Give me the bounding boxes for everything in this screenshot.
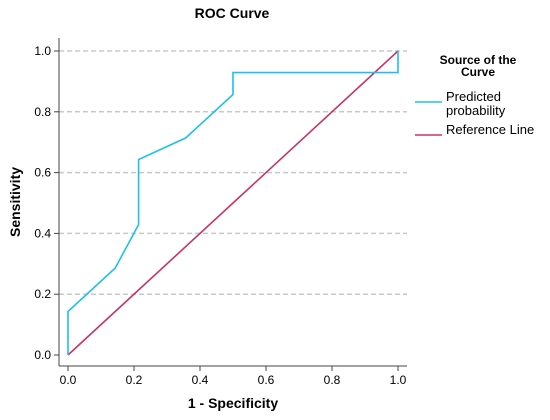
legend-label-predicted-probability-1: probability xyxy=(446,103,506,118)
x-tick-label-5: 1.0 xyxy=(390,373,407,387)
chart-title: ROC Curve xyxy=(195,5,270,21)
series-line-reference-line xyxy=(67,50,399,356)
y-tick-label-3: 0.6 xyxy=(34,166,51,180)
y-tick-label-5: 1.0 xyxy=(34,44,51,58)
series-line-predicted-probability xyxy=(67,51,399,355)
legend-title-line-0: Source of the xyxy=(440,53,517,67)
x-tick-label-0: 0.0 xyxy=(60,373,77,387)
x-axis-ticks: 0.0 0.2 0.4 0.6 0.8 1.0 xyxy=(60,366,407,387)
grid-lines xyxy=(59,50,407,295)
y-tick-label-0: 0.0 xyxy=(34,348,51,362)
y-tick-label-4: 0.8 xyxy=(34,105,51,119)
y-tick-label-2: 0.4 xyxy=(34,226,51,240)
legend-title-line-1: Curve xyxy=(461,65,495,79)
x-tick-label-2: 0.4 xyxy=(192,373,209,387)
x-axis-title: 1 - Specificity xyxy=(188,395,278,411)
series-layer xyxy=(67,50,399,356)
x-tick-label-3: 0.6 xyxy=(258,373,275,387)
x-tick-label-1: 0.2 xyxy=(126,373,143,387)
y-axis-title: Sensitivity xyxy=(7,167,23,237)
legend-label-reference-line-0: Reference Line xyxy=(446,122,534,137)
y-axis-ticks: 0.0 0.2 0.4 0.6 0.8 1.0 xyxy=(34,44,59,362)
y-tick-label-1: 0.2 xyxy=(34,287,51,301)
x-tick-label-4: 0.8 xyxy=(324,373,341,387)
legend-label-predicted-probability-0: Predicted xyxy=(446,89,501,104)
